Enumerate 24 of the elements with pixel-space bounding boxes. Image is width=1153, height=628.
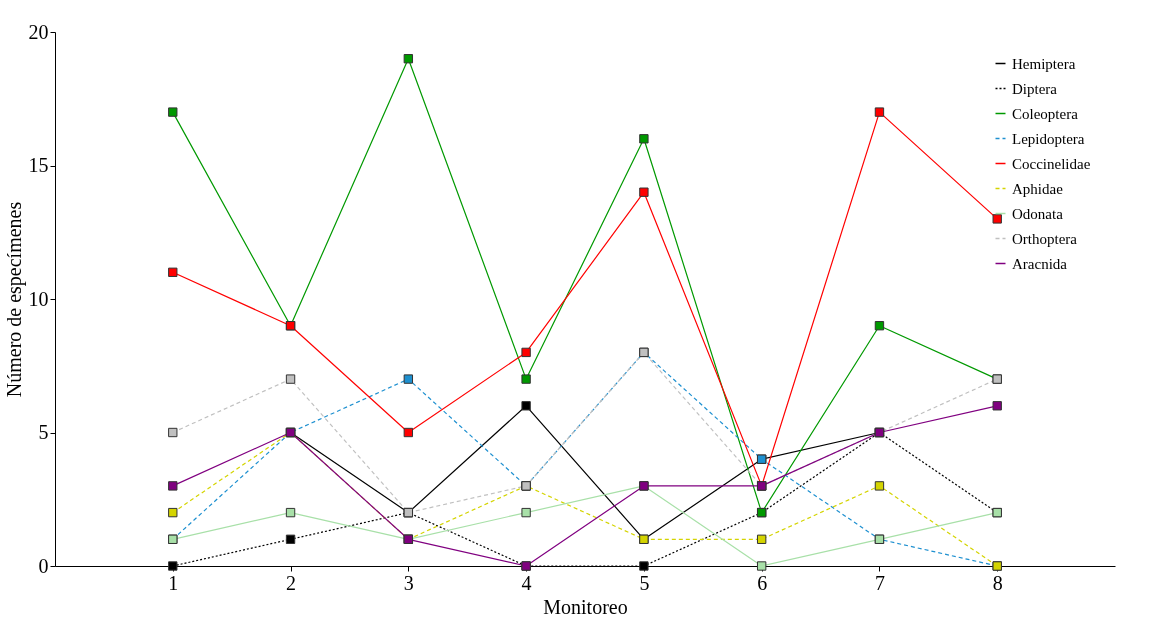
y-tick-label: 5: [38, 421, 49, 443]
legend-label: Orthoptera: [1012, 230, 1078, 247]
legend-label: Coccinelidae: [1012, 155, 1091, 172]
x-tick-label: 7: [874, 571, 885, 594]
y-tick-label: 20: [28, 20, 49, 43]
x-tick-label: 8: [992, 571, 1003, 594]
x-axis-title: Monitoreo: [543, 595, 628, 618]
legend-label: Coleoptera: [1012, 105, 1079, 122]
legend-label: Odonata: [1012, 205, 1064, 222]
y-axis-title: Número de especímenes: [2, 201, 26, 398]
legend-label: Diptera: [1012, 80, 1058, 97]
legend-label: Aracnida: [1012, 255, 1068, 272]
x-tick-label: 6: [757, 571, 768, 594]
legend-label: Hemiptera: [1012, 55, 1076, 72]
y-tick-label: 0: [38, 554, 49, 577]
x-tick-label: 5: [639, 571, 650, 594]
y-tick-label: 15: [28, 154, 49, 176]
x-tick-label: 2: [286, 571, 297, 594]
x-tick-label: 3: [403, 571, 414, 594]
legend-label: Lepidoptera: [1012, 130, 1085, 147]
x-tick-label: 4: [521, 571, 532, 594]
x-tick-label: 1: [168, 571, 179, 594]
legend-label: Aphidae: [1012, 180, 1064, 197]
y-tick-label: 10: [28, 287, 49, 310]
